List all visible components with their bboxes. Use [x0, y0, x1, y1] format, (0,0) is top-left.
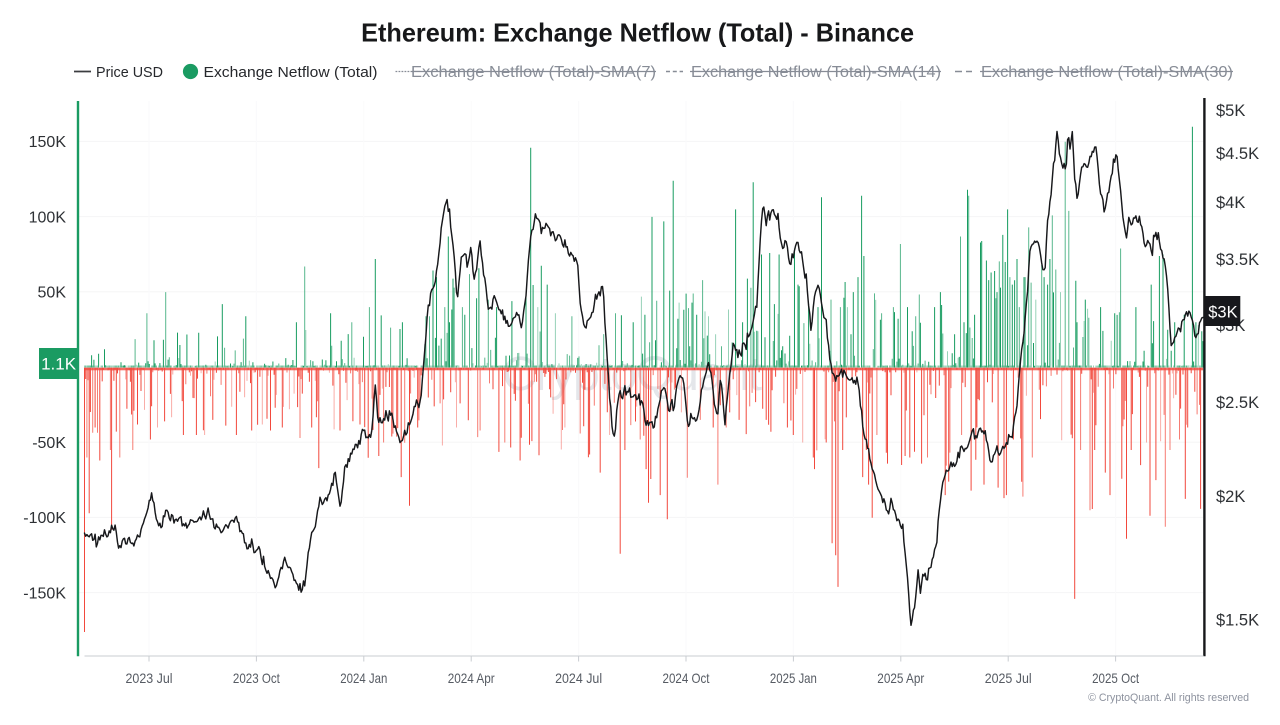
svg-text:2025 Jan: 2025 Jan — [770, 670, 817, 686]
svg-text:-100K: -100K — [23, 510, 66, 527]
svg-text:$2.5K: $2.5K — [1216, 394, 1259, 412]
svg-text:-50K: -50K — [32, 435, 66, 452]
svg-text:2024 Apr: 2024 Apr — [448, 670, 495, 686]
svg-text:100K: 100K — [29, 209, 67, 226]
svg-text:$3K: $3K — [1208, 304, 1237, 322]
svg-text:$4.5K: $4.5K — [1216, 145, 1259, 163]
svg-text:Ethereum: Exchange Netflow (To: Ethereum: Exchange Netflow (Total) - Bin… — [361, 18, 914, 48]
svg-text:Exchange Netflow (Total)-SMA(7: Exchange Netflow (Total)-SMA(7) — [411, 64, 656, 81]
svg-text:2025 Jul: 2025 Jul — [985, 670, 1032, 686]
svg-text:$2K: $2K — [1216, 488, 1245, 506]
svg-text:2024 Jan: 2024 Jan — [340, 670, 387, 686]
svg-text:© CryptoQuant. All rights rese: © CryptoQuant. All rights reserved — [1088, 692, 1249, 704]
svg-text:2023 Jul: 2023 Jul — [126, 670, 173, 686]
svg-text:2024 Oct: 2024 Oct — [663, 670, 710, 686]
svg-text:$5K: $5K — [1216, 102, 1245, 120]
svg-text:150K: 150K — [29, 134, 67, 151]
svg-text:$4K: $4K — [1216, 194, 1245, 212]
svg-text:50K: 50K — [38, 285, 67, 302]
svg-text:2024 Jul: 2024 Jul — [555, 670, 602, 686]
svg-text:-150K: -150K — [23, 585, 66, 602]
svg-text:2023 Oct: 2023 Oct — [233, 670, 280, 686]
svg-text:Exchange Netflow (Total)-SMA(1: Exchange Netflow (Total)-SMA(14) — [691, 64, 941, 81]
svg-text:$1.5K: $1.5K — [1216, 611, 1259, 629]
svg-text:2025 Oct: 2025 Oct — [1092, 670, 1139, 686]
svg-text:Price USD: Price USD — [96, 64, 163, 81]
svg-text:Exchange Netflow (Total)-SMA(3: Exchange Netflow (Total)-SMA(30) — [981, 64, 1233, 81]
svg-text:1.1K: 1.1K — [41, 355, 77, 374]
svg-text:$3.5K: $3.5K — [1216, 251, 1259, 269]
svg-text:Exchange Netflow (Total): Exchange Netflow (Total) — [204, 64, 378, 81]
svg-text:2025 Apr: 2025 Apr — [877, 670, 924, 686]
